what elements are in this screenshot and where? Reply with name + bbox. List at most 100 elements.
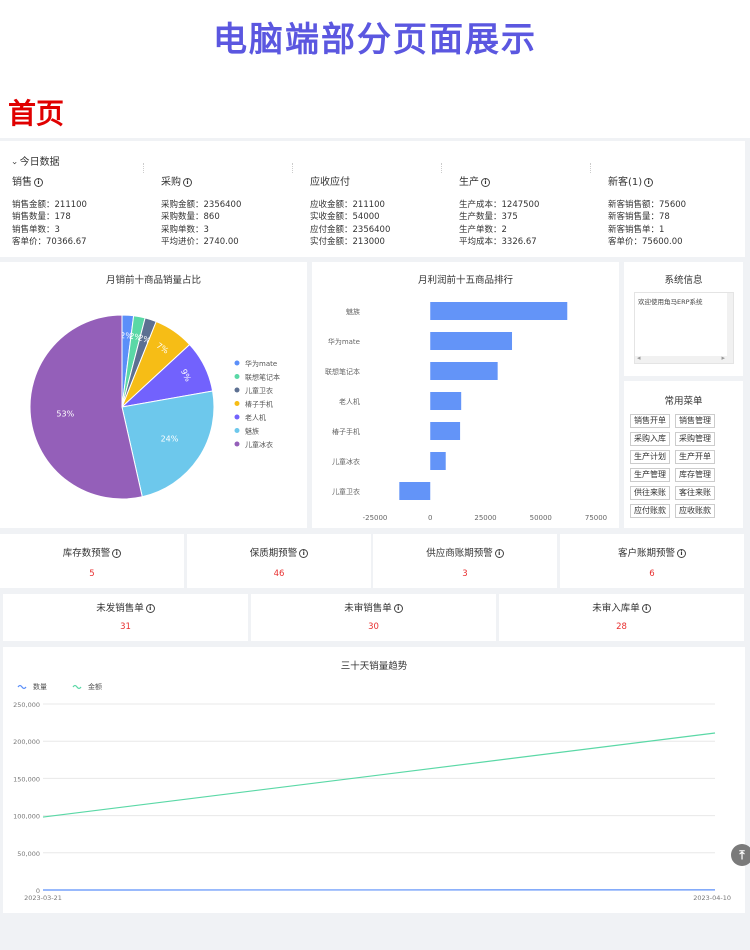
- bar[interactable]: [430, 302, 568, 320]
- stat-column-header: 新客(1) i: [608, 177, 750, 190]
- system-info-box: 欢迎使用角马ERP系统 ◂ ▸: [634, 292, 734, 364]
- x-tick-label: 0: [428, 514, 432, 522]
- legend-label[interactable]: 儿童卫衣: [245, 386, 273, 395]
- menu-button[interactable]: 采购入库: [630, 432, 670, 446]
- pending-order-card[interactable]: 未审入库单 i 28: [499, 594, 744, 641]
- stat-column-header: 采购 i: [161, 177, 309, 190]
- legend-label[interactable]: 魅族: [245, 427, 259, 436]
- menu-button[interactable]: 销售开单: [630, 414, 670, 428]
- stat-line: 销售单数：3: [12, 224, 60, 235]
- menu-button[interactable]: 应付账款: [630, 504, 670, 518]
- bar-chart-card: 月利润前十五商品排行 -25000 0 25000 50000 75000 魅族 华为mat…: [312, 262, 619, 528]
- stat-line: 销售金额：211100: [12, 199, 87, 210]
- pending-order-label: 未审销售单: [344, 603, 392, 614]
- info-icon[interactable]: i: [299, 549, 309, 558]
- menu-button[interactable]: 采购管理: [675, 432, 715, 446]
- menu-button[interactable]: 生产计划: [630, 450, 670, 464]
- warning-label-row: 客户账期预警 i: [560, 545, 744, 559]
- warning-card[interactable]: 供应商账期预警 i 3: [373, 534, 557, 588]
- pie-slice-label: 2%: [120, 331, 134, 341]
- legend-label[interactable]: 儿童冰衣: [245, 440, 273, 449]
- y-tick-label: 0: [36, 887, 40, 895]
- stat-column: 采购 i 采购金额：2356400 采购数量：860 采购单数：3 平均进价：2740.0…: [161, 177, 309, 249]
- info-icon[interactable]: i: [183, 178, 192, 187]
- stat-line: 采购数量：860: [161, 212, 220, 222]
- info-icon[interactable]: i: [494, 549, 504, 558]
- info-icon[interactable]: i: [644, 178, 654, 187]
- pie-chart-title: 月销前十商品销量占比: [105, 275, 201, 286]
- pie-slice[interactable]: [29, 314, 143, 500]
- legend-marker: [17, 684, 27, 690]
- pending-order-card[interactable]: 未审销售单 i 30: [251, 594, 496, 641]
- stat-column-header: 应收应付: [310, 177, 458, 190]
- info-icon[interactable]: i: [34, 178, 43, 187]
- legend-label[interactable]: 联想笔记本: [245, 373, 280, 382]
- legend-label[interactable]: 椿子手机: [245, 400, 273, 409]
- horizontal-scrollbar[interactable]: ◂ ▸: [635, 354, 733, 363]
- bar[interactable]: [430, 332, 513, 350]
- stat-line: 平均进价：2740.00: [161, 237, 239, 247]
- system-info-text: 欢迎使用角马ERP系统: [638, 298, 703, 306]
- info-icon[interactable]: i: [145, 604, 155, 613]
- menu-button[interactable]: 生产开单: [675, 450, 715, 464]
- vertical-scrollbar[interactable]: [727, 293, 733, 357]
- system-info-card: 系统信息 欢迎使用角马ERP系统 ◂ ▸: [624, 262, 743, 376]
- bar[interactable]: [399, 482, 431, 500]
- stat-line: 客单价：75600.00: [608, 237, 683, 247]
- info-icon[interactable]: i: [393, 604, 403, 613]
- stat-line: 生产单数：2: [459, 224, 507, 235]
- bar[interactable]: [430, 422, 461, 440]
- y-tick-label: 椿子手机: [332, 427, 360, 436]
- menu-button[interactable]: 生产管理: [630, 468, 670, 482]
- bar[interactable]: [430, 452, 446, 470]
- x-tick-label: 2023-03-21: [24, 894, 62, 902]
- menu-button[interactable]: 销售管理: [675, 414, 715, 428]
- info-icon[interactable]: i: [112, 549, 122, 558]
- menu-button[interactable]: 供往来账: [630, 486, 670, 500]
- warning-card[interactable]: 库存数预警 i 5: [0, 534, 184, 588]
- info-icon[interactable]: i: [641, 604, 651, 613]
- bar[interactable]: [430, 392, 462, 410]
- pending-order-value: 28: [616, 622, 627, 632]
- pie-slice[interactable]: [121, 390, 215, 498]
- y-tick-label: 150,000: [13, 775, 40, 783]
- stat-line: 销售数量：178: [12, 212, 71, 222]
- pending-order-label-row: 未发销售单 i: [3, 600, 248, 614]
- warning-label-row: 供应商账期预警 i: [373, 545, 557, 559]
- warning-value: 46: [273, 569, 285, 579]
- y-tick-label: 联想笔记本: [325, 367, 360, 376]
- warning-value: 6: [649, 569, 655, 579]
- legend-label[interactable]: 金额: [88, 682, 102, 691]
- stat-column: 应收应付 应收金额：211100 实收金额：54000 应付金额：2356400 实付金…: [310, 177, 458, 249]
- trend-chart-title: 三十天销量趋势: [340, 661, 408, 672]
- page-title: 电脑端部分页面展示: [213, 20, 537, 60]
- stat-line: 实付金额：213000: [310, 237, 385, 247]
- pending-order-card[interactable]: 未发销售单 i 31: [3, 594, 248, 641]
- info-icon[interactable]: i: [481, 178, 490, 187]
- bar-chart-title: 月利润前十五商品排行: [417, 275, 513, 286]
- warning-card[interactable]: 保质期预警 i 46: [187, 534, 371, 588]
- today-data-toggle[interactable]: ›今日数据: [8, 153, 60, 168]
- legend-dot: [234, 428, 240, 433]
- stat-line: 新客销售量：78: [608, 212, 670, 222]
- warning-card[interactable]: 客户账期预警 i 6: [560, 534, 744, 588]
- menu-button[interactable]: 库存管理: [675, 468, 715, 482]
- x-tick-label: 2023-04-10: [693, 894, 731, 902]
- chevron-down-icon: ›: [8, 161, 19, 165]
- back-to-top-button[interactable]: ⤒: [731, 844, 750, 866]
- scroll-right-icon[interactable]: ▸: [721, 354, 725, 362]
- pie-slice-label: 53%: [56, 409, 74, 418]
- menu-button[interactable]: 客往来账: [675, 486, 715, 500]
- series-line[interactable]: [42, 732, 716, 818]
- scroll-left-icon[interactable]: ◂: [637, 354, 641, 362]
- stat-column: 新客(1) i 新客销售额：75600 新客销售量：78 新客销售单：1 客单价：7560…: [608, 177, 750, 249]
- legend-label[interactable]: 华为mate: [245, 359, 277, 368]
- y-tick-label: 100,000: [13, 813, 40, 821]
- warning-label: 供应商账期预警: [426, 548, 493, 559]
- legend-label[interactable]: 数量: [33, 682, 47, 691]
- legend-label[interactable]: 老人机: [245, 413, 266, 422]
- menu-button[interactable]: 应收账款: [675, 504, 715, 518]
- bar[interactable]: [430, 362, 498, 380]
- info-icon[interactable]: i: [677, 549, 686, 558]
